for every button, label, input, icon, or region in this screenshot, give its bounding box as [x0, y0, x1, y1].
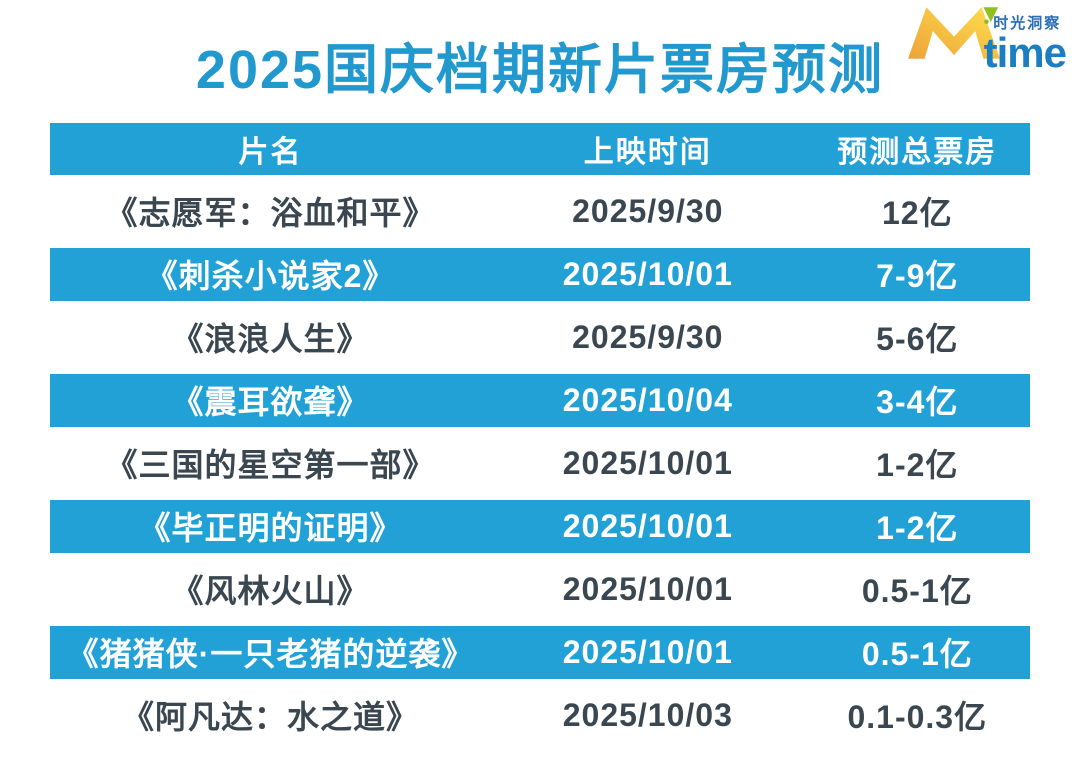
film-title: 《阿凡达：水之道》 — [50, 688, 491, 742]
table-row: 《猪猪侠·一只老猪的逆袭》 2025/10/01 0.5-1亿 — [50, 625, 1030, 679]
table-row: 《阿凡达：水之道》 2025/10/03 0.1-0.3亿 — [50, 688, 1030, 742]
release-date: 2025/10/01 — [491, 499, 805, 553]
table-row: 《风林火山》 2025/10/01 0.5-1亿 — [50, 562, 1030, 616]
film-title: 《震耳欲聋》 — [50, 373, 491, 427]
table-row: 《浪浪人生》 2025/9/30 5-6亿 — [50, 310, 1030, 364]
col-header-film: 片名 — [50, 122, 491, 175]
predicted-box-office: 7-9亿 — [804, 247, 1030, 301]
bullet-icon: • — [983, 13, 992, 31]
mtime-logo: • 时光洞察 time — [907, 6, 1067, 76]
release-date: 2025/9/30 — [491, 184, 805, 238]
logo-tagline: • 时光洞察 — [984, 12, 1066, 33]
logo-tagline-text: 时光洞察 — [993, 15, 1062, 32]
film-title: 《毕正明的证明》 — [50, 499, 491, 553]
film-title: 《猪猪侠·一只老猪的逆袭》 — [50, 625, 491, 679]
predicted-box-office: 1-2亿 — [804, 499, 1030, 553]
release-date: 2025/10/04 — [491, 373, 805, 427]
logo-wordmark: • 时光洞察 time — [983, 6, 1067, 76]
predicted-box-office: 5-6亿 — [804, 310, 1030, 364]
table-body: 《志愿军：浴血和平》 2025/9/30 12亿 《刺杀小说家2》 2025/10/01… — [50, 184, 1030, 742]
table-row: 《刺杀小说家2》 2025/10/01 7-9亿 — [50, 247, 1030, 301]
release-date: 2025/10/01 — [491, 436, 805, 490]
forecast-table: 片名 上映时间 预测总票房 《志愿军：浴血和平》 2025/9/30 12亿 《刺杀小… — [50, 113, 1030, 752]
film-title: 《风林火山》 — [50, 562, 491, 616]
predicted-box-office: 0.1-0.3亿 — [804, 688, 1030, 742]
predicted-box-office: 1-2亿 — [804, 436, 1030, 490]
predicted-box-office: 3-4亿 — [804, 373, 1030, 427]
film-title: 《三国的星空第一部》 — [50, 436, 491, 490]
release-date: 2025/10/01 — [491, 247, 805, 301]
predicted-box-office: 12亿 — [804, 184, 1030, 238]
predicted-box-office: 0.5-1亿 — [804, 562, 1030, 616]
table-row: 《毕正明的证明》 2025/10/01 1-2亿 — [50, 499, 1030, 553]
predicted-box-office: 0.5-1亿 — [804, 625, 1030, 679]
film-title: 《刺杀小说家2》 — [50, 247, 491, 301]
release-date: 2025/10/03 — [491, 688, 805, 742]
release-date: 2025/10/01 — [491, 562, 805, 616]
film-title: 《志愿军：浴血和平》 — [50, 184, 491, 238]
table-row: 《三国的星空第一部》 2025/10/01 1-2亿 — [50, 436, 1030, 490]
table-row: 《志愿军：浴血和平》 2025/9/30 12亿 — [50, 184, 1030, 238]
logo-time-text: time — [983, 29, 1067, 76]
release-date: 2025/10/01 — [491, 625, 805, 679]
table-header-row: 片名 上映时间 预测总票房 — [50, 122, 1030, 175]
mtime-m-icon — [907, 7, 1000, 59]
col-header-release-date: 上映时间 — [491, 122, 805, 175]
release-date: 2025/9/30 — [491, 310, 805, 364]
film-title: 《浪浪人生》 — [50, 310, 491, 364]
col-header-box-office: 预测总票房 — [804, 122, 1030, 175]
table-row: 《震耳欲聋》 2025/10/04 3-4亿 — [50, 373, 1030, 427]
page-title: 2025国庆档期新片票房预测 — [195, 40, 885, 100]
